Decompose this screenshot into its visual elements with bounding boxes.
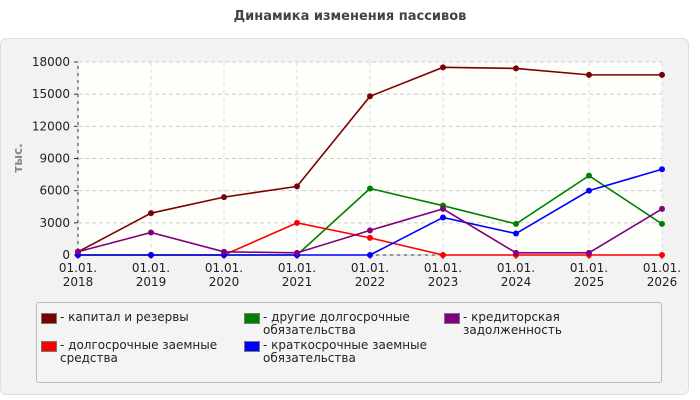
marker bbox=[148, 252, 154, 258]
marker bbox=[367, 252, 373, 258]
x-tick-label: 01.01. 2019 bbox=[131, 261, 171, 289]
legend-item: - другие долгосрочные обязательства bbox=[244, 311, 444, 337]
marker bbox=[367, 234, 373, 241]
marker bbox=[440, 214, 446, 221]
y-tick-label: 12000 bbox=[32, 119, 70, 133]
marker bbox=[440, 205, 446, 212]
marker bbox=[513, 65, 519, 72]
marker bbox=[586, 71, 592, 78]
y-tick-label: 0 bbox=[62, 248, 70, 262]
y-tick-label: 18000 bbox=[32, 55, 70, 69]
legend-item: - краткосрочные заемные обязательства bbox=[244, 339, 444, 365]
x-tick-label: 01.01. 2023 bbox=[423, 261, 463, 289]
legend: - капитал и резервы - долгосрочные заемны… bbox=[36, 302, 662, 383]
x-tick-label: 01.01. 2024 bbox=[496, 261, 536, 289]
y-axis-label: тыс. bbox=[11, 143, 25, 172]
legend-label: - долгосрочные заемные средства bbox=[60, 338, 218, 365]
y-tick-label: 3000 bbox=[39, 216, 70, 230]
marker bbox=[440, 252, 446, 258]
marker bbox=[148, 210, 154, 217]
marker bbox=[148, 229, 154, 236]
marker bbox=[221, 194, 227, 201]
marker bbox=[659, 205, 665, 212]
legend-label: - краткосрочные заемные обязательства bbox=[263, 338, 427, 365]
legend-swatch bbox=[41, 341, 57, 352]
legend-label: - кредиторская задолженность bbox=[463, 310, 562, 337]
marker bbox=[659, 166, 665, 173]
legend-item: - капитал и резервы bbox=[41, 311, 244, 337]
marker bbox=[513, 220, 519, 227]
chart-title: Динамика изменения пассивов bbox=[234, 9, 467, 24]
legend-swatch bbox=[244, 341, 260, 352]
marker bbox=[221, 248, 227, 255]
marker bbox=[367, 93, 373, 100]
x-tick-label: 01.01. 2021 bbox=[277, 261, 317, 289]
marker bbox=[659, 220, 665, 227]
x-tick-label: 01.01. 2025 bbox=[569, 261, 609, 289]
legend-item: - долгосрочные заемные средства bbox=[41, 339, 244, 365]
marker bbox=[294, 249, 300, 256]
marker bbox=[513, 249, 519, 256]
legend-item: - кредиторская задолженность bbox=[444, 311, 659, 337]
y-tick-label: 9000 bbox=[39, 152, 70, 166]
marker bbox=[367, 185, 373, 192]
legend-label: - другие долгосрочные обязательства bbox=[263, 310, 410, 337]
x-tick-label: 01.01. 2026 bbox=[642, 261, 682, 289]
marker bbox=[513, 230, 519, 237]
y-tick-label: 6000 bbox=[39, 184, 70, 198]
marker bbox=[367, 227, 373, 234]
marker bbox=[586, 187, 592, 194]
x-tick-label: 01.01. 2020 bbox=[204, 261, 244, 289]
marker bbox=[440, 64, 446, 71]
marker bbox=[294, 183, 300, 190]
marker bbox=[586, 172, 592, 179]
legend-swatch bbox=[444, 313, 460, 324]
legend-swatch bbox=[41, 313, 57, 324]
legend-label: - капитал и резервы bbox=[60, 310, 189, 324]
x-tick-label: 01.01. 2018 bbox=[58, 261, 98, 289]
legend-swatch bbox=[244, 313, 260, 324]
x-tick-label: 01.01. 2022 bbox=[350, 261, 390, 289]
y-tick-label: 15000 bbox=[32, 87, 70, 101]
marker bbox=[75, 248, 81, 255]
marker bbox=[294, 219, 300, 226]
marker bbox=[659, 71, 665, 78]
marker bbox=[659, 252, 665, 258]
marker bbox=[586, 249, 592, 256]
